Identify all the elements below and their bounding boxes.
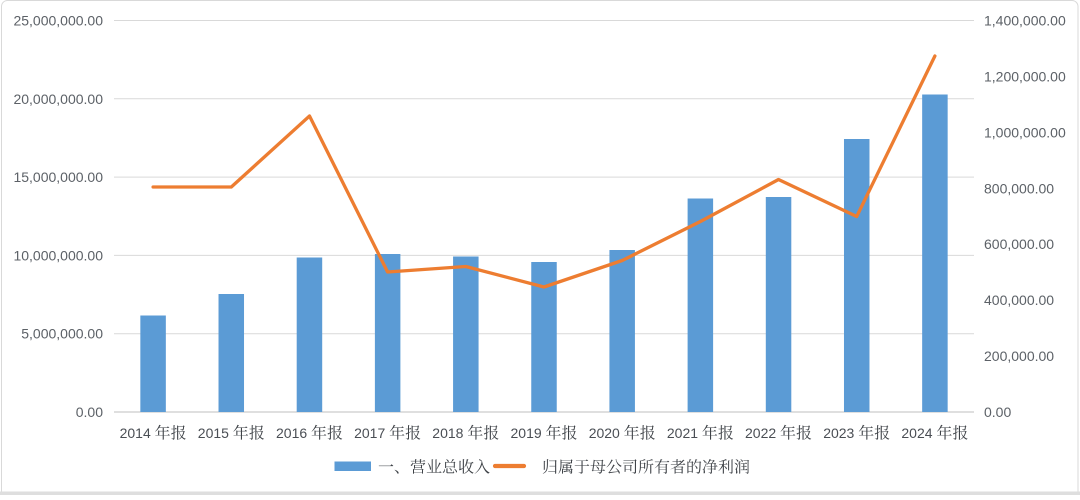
svg-text:2018: 2018: [432, 425, 463, 441]
svg-text:200,000.00: 200,000.00: [984, 348, 1054, 364]
svg-text:1,200,000.00: 1,200,000.00: [984, 68, 1066, 84]
svg-text:1,400,000.00: 1,400,000.00: [984, 13, 1066, 29]
svg-text:2020: 2020: [589, 425, 620, 441]
svg-text:0.00: 0.00: [76, 404, 103, 420]
svg-text:20,000,000.00: 20,000,000.00: [13, 91, 103, 107]
svg-text:400,000.00: 400,000.00: [984, 292, 1054, 308]
svg-text:25,000,000.00: 25,000,000.00: [13, 13, 103, 29]
svg-text:10,000,000.00: 10,000,000.00: [13, 247, 103, 263]
svg-text:2014: 2014: [120, 425, 151, 441]
svg-text:2019: 2019: [511, 425, 542, 441]
svg-text:2021: 2021: [667, 425, 698, 441]
svg-text:1,000,000.00: 1,000,000.00: [984, 124, 1066, 140]
svg-text:0.00: 0.00: [984, 404, 1011, 420]
svg-text:800,000.00: 800,000.00: [984, 180, 1054, 196]
svg-text:15,000,000.00: 15,000,000.00: [13, 169, 103, 185]
svg-text:2024: 2024: [901, 425, 932, 441]
svg-text:2017: 2017: [354, 425, 385, 441]
svg-text:5,000,000.00: 5,000,000.00: [21, 326, 103, 342]
svg-text:2022: 2022: [745, 425, 776, 441]
svg-text:2016: 2016: [276, 425, 307, 441]
svg-text:2023: 2023: [823, 425, 854, 441]
svg-text:2015: 2015: [198, 425, 229, 441]
svg-text:600,000.00: 600,000.00: [984, 236, 1054, 252]
